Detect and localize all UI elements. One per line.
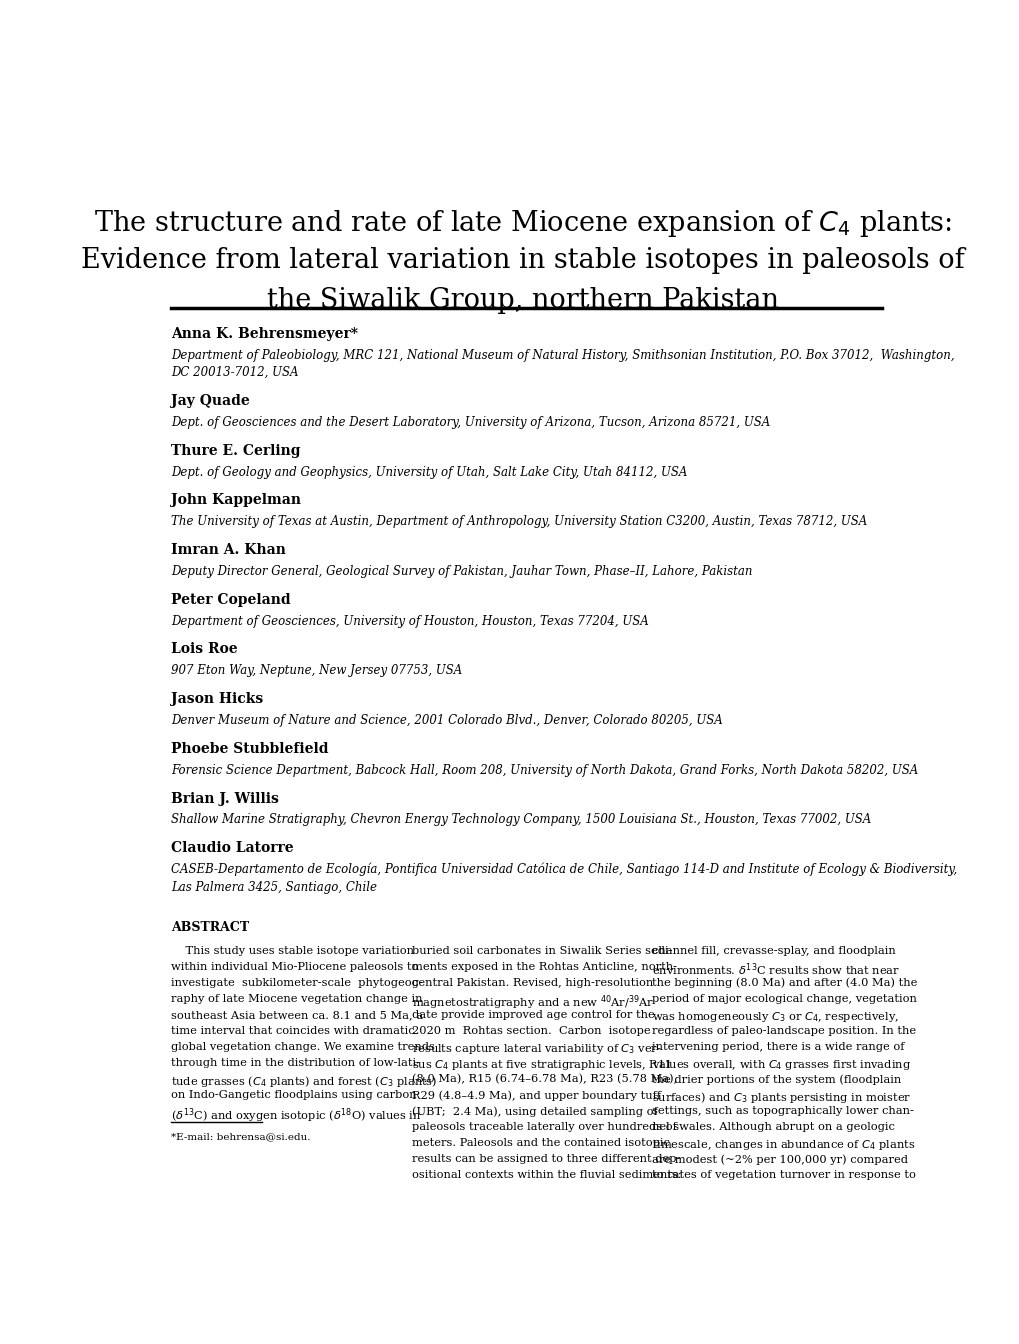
Text: tude grasses ($C_4$ plants) and forest ($C_3$ plants): tude grasses ($C_4$ plants) and forest (… — [171, 1074, 437, 1089]
Text: magnetostratigraphy and a new $^{40}$Ar/$^{39}$Ar: magnetostratigraphy and a new $^{40}$Ar/… — [411, 993, 653, 1012]
Text: Dept. of Geosciences and the Desert Laboratory, University of Arizona, Tucson, A: Dept. of Geosciences and the Desert Labo… — [171, 415, 769, 429]
Text: DC 20013-7012, USA: DC 20013-7012, USA — [171, 366, 299, 379]
Text: within individual Mio-Pliocene paleosols to: within individual Mio-Pliocene paleosols… — [171, 962, 418, 972]
Text: raphy of late Miocene vegetation change in: raphy of late Miocene vegetation change … — [171, 993, 422, 1004]
Text: through time in the distribution of low-lati-: through time in the distribution of low-… — [171, 1058, 420, 1068]
Text: timescale, changes in abundance of $C_4$ plants: timescale, changes in abundance of $C_4$… — [651, 1138, 915, 1152]
Text: (8.0 Ma), R15 (6.74–6.78 Ma), R23 (5.78 Ma),: (8.0 Ma), R15 (6.74–6.78 Ma), R23 (5.78 … — [411, 1074, 677, 1085]
Text: to rates of vegetation turnover in response to: to rates of vegetation turnover in respo… — [651, 1171, 915, 1180]
Text: central Pakistan. Revised, high-resolution: central Pakistan. Revised, high-resoluti… — [411, 978, 652, 988]
Text: Dept. of Geology and Geophysics, University of Utah, Salt Lake City, Utah 84112,: Dept. of Geology and Geophysics, Univers… — [171, 465, 687, 478]
Text: global vegetation change. We examine trends: global vegetation change. We examine tre… — [171, 1042, 434, 1052]
Text: was homogeneously $C_3$ or $C_4$, respectively,: was homogeneously $C_3$ or $C_4$, respec… — [651, 1009, 899, 1024]
Text: nel swales. Although abrupt on a geologic: nel swales. Although abrupt on a geologi… — [651, 1122, 894, 1132]
Text: ments exposed in the Rohtas Anticline, north-: ments exposed in the Rohtas Anticline, n… — [411, 962, 676, 972]
Text: Brian J. Willis: Brian J. Willis — [171, 792, 278, 805]
Text: Anna K. Behrensmeyer*: Anna K. Behrensmeyer* — [171, 327, 358, 341]
Text: environments. $\delta^{13}$C results show that near: environments. $\delta^{13}$C results sho… — [651, 962, 900, 978]
Text: values overall, with $C_4$ grasses first invading: values overall, with $C_4$ grasses first… — [651, 1058, 910, 1073]
Text: date provide improved age control for the: date provide improved age control for th… — [411, 1009, 653, 1020]
Text: CASEB-Departamento de Ecología, Pontifica Universidad Católica de Chile, Santiag: CASEB-Departamento de Ecología, Pontific… — [171, 863, 956, 876]
Text: 907 Eton Way, Neptune, New Jersey 07753, USA: 907 Eton Way, Neptune, New Jersey 07753,… — [171, 664, 462, 677]
Text: results capture lateral variability of $C_3$ ver-: results capture lateral variability of $… — [411, 1042, 660, 1056]
Text: Claudio Latorre: Claudio Latorre — [171, 841, 293, 855]
Text: results can be assigned to three different dep-: results can be assigned to three differe… — [411, 1154, 680, 1164]
Text: ositional contexts within the fluvial sediments:: ositional contexts within the fluvial se… — [411, 1171, 681, 1180]
Text: The structure and rate of late Miocene expansion of $C_4$ plants:: The structure and rate of late Miocene e… — [94, 208, 951, 239]
Text: southeast Asia between ca. 8.1 and 5 Ma, a: southeast Asia between ca. 8.1 and 5 Ma,… — [171, 1009, 423, 1020]
Text: ABSTRACT: ABSTRACT — [171, 921, 249, 934]
Text: Lois Roe: Lois Roe — [171, 642, 237, 656]
Text: time interval that coincides with dramatic: time interval that coincides with dramat… — [171, 1025, 414, 1036]
Text: are modest (~2% per 100,000 yr) compared: are modest (~2% per 100,000 yr) compared — [651, 1154, 907, 1165]
Text: Shallow Marine Stratigraphy, Chevron Energy Technology Company, 1500 Louisiana S: Shallow Marine Stratigraphy, Chevron Ene… — [171, 813, 870, 827]
Text: Department of Paleobiology, MRC 121, National Museum of Natural History, Smithso: Department of Paleobiology, MRC 121, Nat… — [171, 348, 954, 362]
Text: Forensic Science Department, Babcock Hall, Room 208, University of North Dakota,: Forensic Science Department, Babcock Hal… — [171, 763, 917, 777]
Text: the drier portions of the system (floodplain: the drier portions of the system (floodp… — [651, 1074, 901, 1085]
Text: John Kappelman: John Kappelman — [171, 493, 301, 508]
Text: the beginning (8.0 Ma) and after (4.0 Ma) the: the beginning (8.0 Ma) and after (4.0 Ma… — [651, 978, 917, 988]
Text: Denver Museum of Nature and Science, 2001 Colorado Blvd., Denver, Colorado 80205: Denver Museum of Nature and Science, 200… — [171, 714, 722, 727]
Text: This study uses stable isotope variation: This study uses stable isotope variation — [171, 946, 414, 956]
Text: channel fill, crevasse-splay, and floodplain: channel fill, crevasse-splay, and floodp… — [651, 946, 895, 956]
Text: on Indo-Gangetic floodplains using carbon: on Indo-Gangetic floodplains using carbo… — [171, 1090, 416, 1101]
Text: Thure E. Cerling: Thure E. Cerling — [171, 444, 301, 458]
Text: Jay Quade: Jay Quade — [171, 394, 250, 409]
Text: buried soil carbonates in Siwalik Series sedi-: buried soil carbonates in Siwalik Series… — [411, 946, 672, 956]
Text: Peter Copeland: Peter Copeland — [171, 593, 290, 607]
Text: Jason Hicks: Jason Hicks — [171, 692, 263, 706]
Text: paleosols traceable laterally over hundreds of: paleosols traceable laterally over hundr… — [411, 1122, 676, 1132]
Text: intervening period, there is a wide range of: intervening period, there is a wide rang… — [651, 1042, 904, 1052]
Text: Phoebe Stubblefield: Phoebe Stubblefield — [171, 742, 328, 755]
Text: sus $C_4$ plants at five stratigraphic levels, R11: sus $C_4$ plants at five stratigraphic l… — [411, 1058, 672, 1073]
Text: Deputy Director General, Geological Survey of Pakistan, Jauhar Town, Phase–II, L: Deputy Director General, Geological Surv… — [171, 564, 752, 578]
Text: settings, such as topographically lower chan-: settings, such as topographically lower … — [651, 1106, 913, 1116]
Text: Imran A. Khan: Imran A. Khan — [171, 543, 285, 558]
Text: ($\delta^{13}$C) and oxygen isotopic ($\delta^{18}$O) values in: ($\delta^{13}$C) and oxygen isotopic ($\… — [171, 1106, 421, 1125]
Text: R29 (4.8–4.9 Ma), and upper boundary tuff: R29 (4.8–4.9 Ma), and upper boundary tuf… — [411, 1090, 660, 1101]
Text: investigate  subkilometer-scale  phytogeog-: investigate subkilometer-scale phytogeog… — [171, 978, 422, 988]
Text: Las Palmera 3425, Santiago, Chile: Las Palmera 3425, Santiago, Chile — [171, 880, 377, 894]
Text: The University of Texas at Austin, Department of Anthropology, University Statio: The University of Texas at Austin, Depar… — [171, 515, 866, 528]
Text: 2020 m  Rohtas section.  Carbon  isotope: 2020 m Rohtas section. Carbon isotope — [411, 1025, 649, 1036]
Text: the Siwalik Group, northern Pakistan: the Siwalik Group, northern Pakistan — [267, 286, 777, 313]
Text: period of major ecological change, vegetation: period of major ecological change, veget… — [651, 993, 916, 1004]
Text: regardless of paleo-landscape position. In the: regardless of paleo-landscape position. … — [651, 1025, 915, 1036]
Text: (UBT;  2.4 Ma), using detailed sampling of: (UBT; 2.4 Ma), using detailed sampling o… — [411, 1106, 656, 1117]
Text: meters. Paleosols and the contained isotopic: meters. Paleosols and the contained isot… — [411, 1138, 668, 1148]
Text: Evidence from lateral variation in stable isotopes in paleosols of: Evidence from lateral variation in stabl… — [81, 247, 964, 274]
Text: Department of Geosciences, University of Houston, Houston, Texas 77204, USA: Department of Geosciences, University of… — [171, 614, 648, 628]
Text: *E-mail: behrensa@si.edu.: *E-mail: behrensa@si.edu. — [171, 1132, 310, 1141]
Text: surfaces) and $C_3$ plants persisting in moister: surfaces) and $C_3$ plants persisting in… — [651, 1090, 910, 1105]
